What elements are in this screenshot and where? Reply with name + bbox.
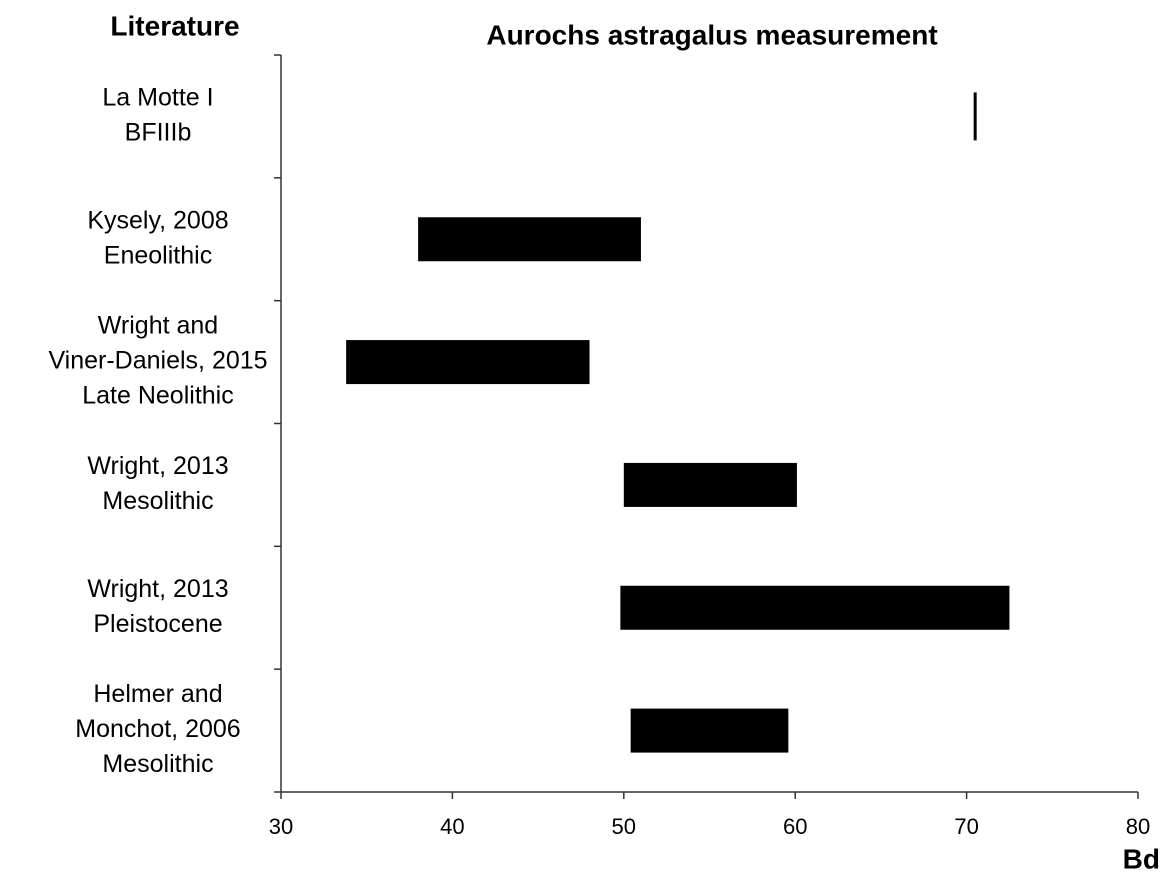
- y-tick-label: Wright, 2013: [87, 575, 228, 603]
- y-tick-label: Mesolithic: [102, 750, 213, 778]
- x-tick-label: 50: [612, 814, 636, 839]
- y-tick-label: Late Neolithic: [82, 382, 233, 410]
- bar: [623, 462, 797, 507]
- x-tick-label: 30: [269, 814, 293, 839]
- x-axis-label: Bd: [1123, 843, 1160, 874]
- y-axis-label: Literature: [110, 10, 239, 41]
- y-tick-label: BFIIIb: [125, 119, 192, 147]
- y-tick-label: La Motte I: [102, 84, 213, 112]
- y-tick-label: Wright, 2013: [87, 452, 228, 480]
- bar: [418, 217, 641, 262]
- y-tick-label: Helmer and: [93, 680, 222, 708]
- y-tick-label: Eneolithic: [104, 241, 212, 269]
- y-tick-label: Kysely, 2008: [87, 206, 228, 234]
- y-tick-label: Monchot, 2006: [75, 715, 240, 743]
- bar: [620, 585, 1010, 630]
- x-tick-label: 70: [954, 814, 978, 839]
- y-tick-label: Pleistocene: [93, 610, 222, 638]
- x-tick-label: 80: [1126, 814, 1150, 839]
- bar: [630, 708, 789, 753]
- y-tick-label: Mesolithic: [102, 487, 213, 515]
- y-tick-label: Wright and: [98, 312, 218, 340]
- x-tick-label: 60: [783, 814, 807, 839]
- bar: [346, 340, 590, 385]
- x-tick-label: 40: [440, 814, 464, 839]
- chart-title: Aurochs astragalus measurement: [486, 19, 937, 50]
- y-tick-label: Viner-Daniels, 2015: [48, 347, 267, 375]
